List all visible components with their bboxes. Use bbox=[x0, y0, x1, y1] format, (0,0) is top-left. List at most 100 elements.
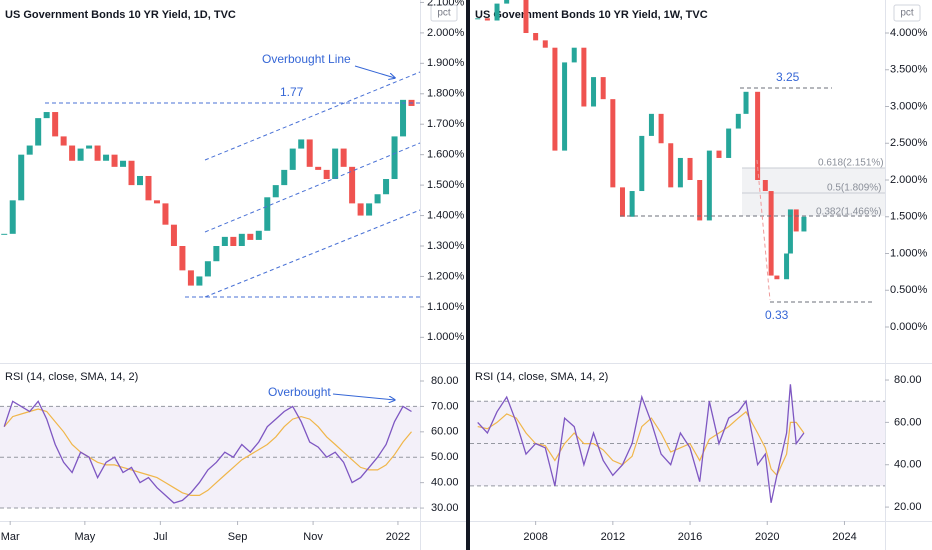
y-tick-label: 1.900% bbox=[427, 57, 465, 69]
candle bbox=[793, 209, 799, 232]
annotation: 0.618(2.151%) bbox=[818, 158, 884, 169]
rsi-lines bbox=[477, 384, 805, 503]
y-tick-label: 70.00 bbox=[431, 400, 459, 412]
y-tick-label: 3.000% bbox=[890, 100, 928, 112]
x-tick-label: 2022 bbox=[386, 531, 410, 543]
candle bbox=[668, 143, 674, 188]
rsi-line bbox=[3, 400, 412, 504]
candle bbox=[743, 91, 749, 114]
annotation: 1.77 bbox=[280, 85, 304, 99]
x-tick-label: 2012 bbox=[601, 531, 625, 543]
arrow bbox=[354, 65, 395, 78]
x-tick-label: 2020 bbox=[755, 531, 779, 543]
candle bbox=[787, 209, 793, 254]
candle bbox=[542, 40, 548, 48]
candle bbox=[255, 230, 262, 240]
unit-label: pct bbox=[900, 8, 914, 19]
x-tick-label: Mar bbox=[1, 531, 20, 543]
candle bbox=[111, 154, 118, 167]
y-tick-label: 0.000% bbox=[890, 321, 928, 333]
y-tick-label: 1.800% bbox=[427, 88, 465, 100]
x-tick-label: Nov bbox=[303, 531, 323, 543]
candle bbox=[648, 113, 654, 136]
annotation: Overbought bbox=[268, 385, 331, 399]
drawings bbox=[45, 71, 880, 303]
candle bbox=[600, 77, 606, 100]
candle bbox=[179, 246, 186, 271]
candle bbox=[374, 194, 381, 204]
candle bbox=[26, 145, 33, 155]
rsi-lines bbox=[3, 400, 412, 504]
y-tick-label: 30.00 bbox=[431, 502, 459, 514]
candle bbox=[306, 139, 313, 167]
candle bbox=[43, 112, 50, 119]
candle bbox=[639, 135, 645, 192]
candle bbox=[391, 136, 398, 180]
candle bbox=[69, 145, 76, 161]
candle bbox=[784, 253, 790, 280]
x-tick-label: Jul bbox=[153, 531, 167, 543]
y-tick-label: 1.000% bbox=[427, 331, 465, 343]
candle bbox=[366, 203, 373, 216]
candle bbox=[581, 47, 587, 107]
y-tick-label: 1.700% bbox=[427, 118, 465, 130]
y-tick-label: 2.000% bbox=[890, 174, 928, 186]
rsi-line bbox=[477, 384, 805, 503]
candle bbox=[523, 0, 529, 34]
y-tick-label: 3.500% bbox=[890, 64, 928, 76]
candle bbox=[687, 157, 693, 181]
candle bbox=[475, 18, 481, 20]
candle bbox=[571, 47, 577, 63]
candle bbox=[774, 275, 780, 280]
candle bbox=[221, 236, 228, 247]
y-tick-label: 0.500% bbox=[890, 284, 928, 296]
candle bbox=[801, 216, 807, 232]
y-tick-label: 40.00 bbox=[894, 459, 922, 471]
y-tick-label: 1.200% bbox=[427, 270, 465, 282]
candle bbox=[533, 33, 539, 41]
y-tick-label: 60.00 bbox=[431, 426, 459, 438]
candle bbox=[383, 179, 390, 195]
chart-title: US Government Bonds 10 YR Yield, 1W, TVC bbox=[475, 9, 708, 21]
candle bbox=[230, 236, 237, 247]
x-tick-label: 2016 bbox=[678, 531, 702, 543]
candle bbox=[128, 160, 135, 186]
candle bbox=[162, 203, 169, 225]
candle bbox=[298, 139, 305, 149]
y-tick-label: 2.000% bbox=[427, 27, 465, 39]
annotation: 0.5(1.809%) bbox=[827, 183, 881, 194]
rsi-line bbox=[3, 408, 412, 496]
candle bbox=[726, 128, 732, 158]
channel-mid bbox=[204, 142, 421, 233]
y-tick-label: 1.600% bbox=[427, 149, 465, 161]
candle bbox=[629, 191, 635, 217]
y-tick-label: 1.100% bbox=[427, 301, 465, 313]
candle bbox=[289, 148, 296, 170]
candle bbox=[196, 276, 203, 286]
candle bbox=[52, 112, 59, 137]
candle bbox=[204, 261, 211, 277]
candle bbox=[137, 175, 143, 186]
candle bbox=[247, 233, 254, 240]
y-tick-label: 2.500% bbox=[890, 137, 928, 149]
unit-label: pct bbox=[437, 8, 451, 19]
y-tick-label: 20.00 bbox=[894, 501, 922, 513]
candle bbox=[94, 145, 101, 161]
trend-line bbox=[756, 159, 771, 301]
candle bbox=[716, 150, 722, 158]
panel-divider bbox=[466, 0, 470, 550]
candle bbox=[1, 233, 8, 235]
candle bbox=[103, 154, 110, 161]
unit-box bbox=[893, 4, 921, 22]
candle bbox=[400, 99, 407, 137]
candle bbox=[238, 233, 245, 247]
candle bbox=[768, 191, 774, 276]
y-tick-label: 1.000% bbox=[890, 247, 928, 259]
candle bbox=[35, 118, 42, 146]
x-tick-label: 2024 bbox=[832, 531, 856, 543]
y-tick-label: 1.500% bbox=[427, 179, 465, 191]
candle bbox=[706, 150, 712, 221]
candle bbox=[697, 180, 703, 221]
candles bbox=[475, 0, 807, 280]
